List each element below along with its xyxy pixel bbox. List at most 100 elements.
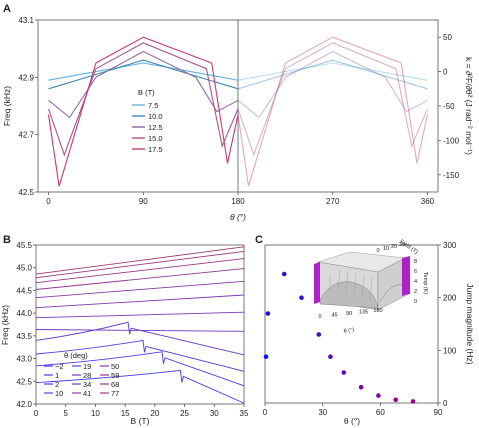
panel-c-ylabel: Jump magnitude (Hz) xyxy=(465,283,475,364)
panel-c-inset-y1tick-label: 10 xyxy=(383,246,389,252)
panel-a-y2tick-label: 0 xyxy=(443,68,448,77)
panel-label-c: C xyxy=(255,234,263,246)
panel-a-ytick-label: 42.5 xyxy=(18,188,34,197)
panel-b-xlabel: B (T) xyxy=(131,416,150,426)
panel-c-point xyxy=(316,332,322,337)
panel-b-series-10 xyxy=(35,321,245,356)
panel-c-xtick-label: 30 xyxy=(318,408,327,417)
panel-b-frame xyxy=(35,244,245,405)
panel-c-inset-ztick-label: 0 xyxy=(414,299,417,305)
panel-a: 0 90 180 270 360 42.5 42.7 42.9 43.1 -150 -100 -5… xyxy=(2,16,474,222)
panel-b-ytick-label: 44.0 xyxy=(16,309,32,318)
panel-c-point xyxy=(281,271,287,277)
panel-c-point xyxy=(341,370,347,375)
panel-b-legend-label: −2 xyxy=(55,362,64,371)
panel-c-inset-xtick-label: 135 xyxy=(359,310,368,316)
panel-b-legend-label: 28 xyxy=(83,371,91,380)
panel-c-inset-xtick-label: 180 xyxy=(373,308,382,314)
panel-c-ytick-label: 300 xyxy=(443,241,457,250)
panel-a-y2tick-label: -50 xyxy=(443,102,455,111)
panel-a-xlabel: θ (°) xyxy=(230,212,246,222)
panel-c-ytick-label: 0 xyxy=(443,399,448,408)
panel-a-xtick-label: 360 xyxy=(421,197,435,206)
panel-b-series-34 xyxy=(35,294,245,309)
panel-a-y2label: k = ∂²F/∂θ² (J rad⁻² mol⁻¹) xyxy=(464,57,474,155)
panel-c-ytick-label: 200 xyxy=(443,294,457,303)
panel-c-point xyxy=(358,384,364,390)
panel-a-xtick-label: 180 xyxy=(231,197,245,206)
panel-b-ytick-label: 43.0 xyxy=(16,355,32,364)
panel-a-xtick-label: 270 xyxy=(326,197,340,206)
panel-a-ylabel: Freq (kHz) xyxy=(2,86,12,126)
panel-c-point xyxy=(263,354,269,360)
panel-c-point xyxy=(393,397,399,403)
panel-a-legend-label: 10.0 xyxy=(148,112,163,121)
panel-b-ytick-label: 43.5 xyxy=(16,332,32,341)
panel-b-xtick-label: 25 xyxy=(180,409,189,418)
panel-c-point xyxy=(299,295,304,301)
panel-c-xlabel: θ (°) xyxy=(344,416,360,426)
panel-c-inset-xlabel: θ (°) xyxy=(343,327,354,334)
panel-a-series-12.5-left xyxy=(48,50,239,119)
panel-c-inset-y1tick-label: 20 xyxy=(391,244,397,250)
panel-a-legend: B (T) 7.5 10.0 12.5 15.0 17.5 xyxy=(132,88,163,154)
panel-b-series-1 xyxy=(35,351,245,387)
panel-c-inset-xtick-label: 45 xyxy=(331,313,337,319)
panel-c-inset-y1tick-label: 30 xyxy=(399,242,405,248)
panel-c-ytick-label: 100 xyxy=(443,346,457,355)
panel-b-legend-label: 19 xyxy=(83,362,91,371)
panel-a-series-17.5-left xyxy=(47,36,239,187)
panel-a-legend-label: 17.5 xyxy=(148,145,163,154)
panel-b-ytick-label: 42.0 xyxy=(16,400,32,409)
panel-b-series-19 xyxy=(35,329,245,332)
panel-b-legend-label: 77 xyxy=(111,389,119,398)
panel-b-xtick-label: 35 xyxy=(240,409,249,418)
panel-b-xtick-label: 10 xyxy=(91,409,100,418)
panel-a-legend-label: 7.5 xyxy=(148,101,158,110)
panel-a-series-12.5-right xyxy=(237,50,428,119)
panel-c-point xyxy=(328,354,333,360)
panel-c-point xyxy=(410,399,416,404)
panel-b-legend-label: 59 xyxy=(111,371,119,380)
panel-c-point xyxy=(376,393,381,398)
panel-a-series-7.5-right xyxy=(237,62,428,81)
panel-c-inset-xtick-label: 0 xyxy=(318,314,321,320)
panel-b-legend-label: 34 xyxy=(83,380,91,389)
panel-a-legend-label: 15.0 xyxy=(148,134,163,143)
panel-b-legend-label: 2 xyxy=(55,380,59,389)
panel-a-series-17.5-right xyxy=(237,36,429,187)
panel-b-ylabel: Freq (kHz) xyxy=(0,305,10,345)
panel-b-series-68 xyxy=(35,250,245,279)
panel-b-ytick-label: 45.0 xyxy=(16,264,32,273)
panel-c-xtick-label: 90 xyxy=(434,408,443,417)
panel-b-series-50 xyxy=(35,268,245,290)
panel-b-xtick-label: 5 xyxy=(63,409,68,418)
panel-b-xtick-label: 0 xyxy=(34,409,39,418)
panel-b-ytick-label: 44.5 xyxy=(16,286,32,295)
panel-c-inset-zlabel: Temp (K) xyxy=(422,272,428,294)
panel-a-ytick-label: 42.9 xyxy=(18,73,34,82)
panel-a-legend-title: B (T) xyxy=(138,88,155,97)
panel-b-ytick-label: 45.5 xyxy=(16,241,32,250)
panel-a-series-15.0-right xyxy=(237,42,429,157)
panel-a-y2tick-label: -100 xyxy=(443,136,460,145)
panel-c-inset-ztick-label: 6 xyxy=(414,269,417,275)
panel-b-legend-label: 50 xyxy=(111,362,119,371)
panel-a-legend-label: 12.5 xyxy=(148,123,163,132)
panel-b-legend-label: 10 xyxy=(55,389,63,398)
panel-a-xtick-label: 90 xyxy=(139,197,148,206)
panel-c-inset-ztick-label: 4 xyxy=(414,279,417,285)
panel-b-series-77 xyxy=(35,246,245,275)
panel-c-inset-xtick-label: 90 xyxy=(346,311,352,317)
panel-a-series-7.5-left xyxy=(48,62,239,81)
panel-b-series-28 xyxy=(35,311,245,319)
panel-c-frame xyxy=(264,244,439,404)
panel-b-xtick-label: 15 xyxy=(121,409,130,418)
panel-b-series-−2 xyxy=(35,369,245,404)
panel-c-point xyxy=(265,311,271,316)
panel-b-legend-label: 1 xyxy=(55,371,59,380)
